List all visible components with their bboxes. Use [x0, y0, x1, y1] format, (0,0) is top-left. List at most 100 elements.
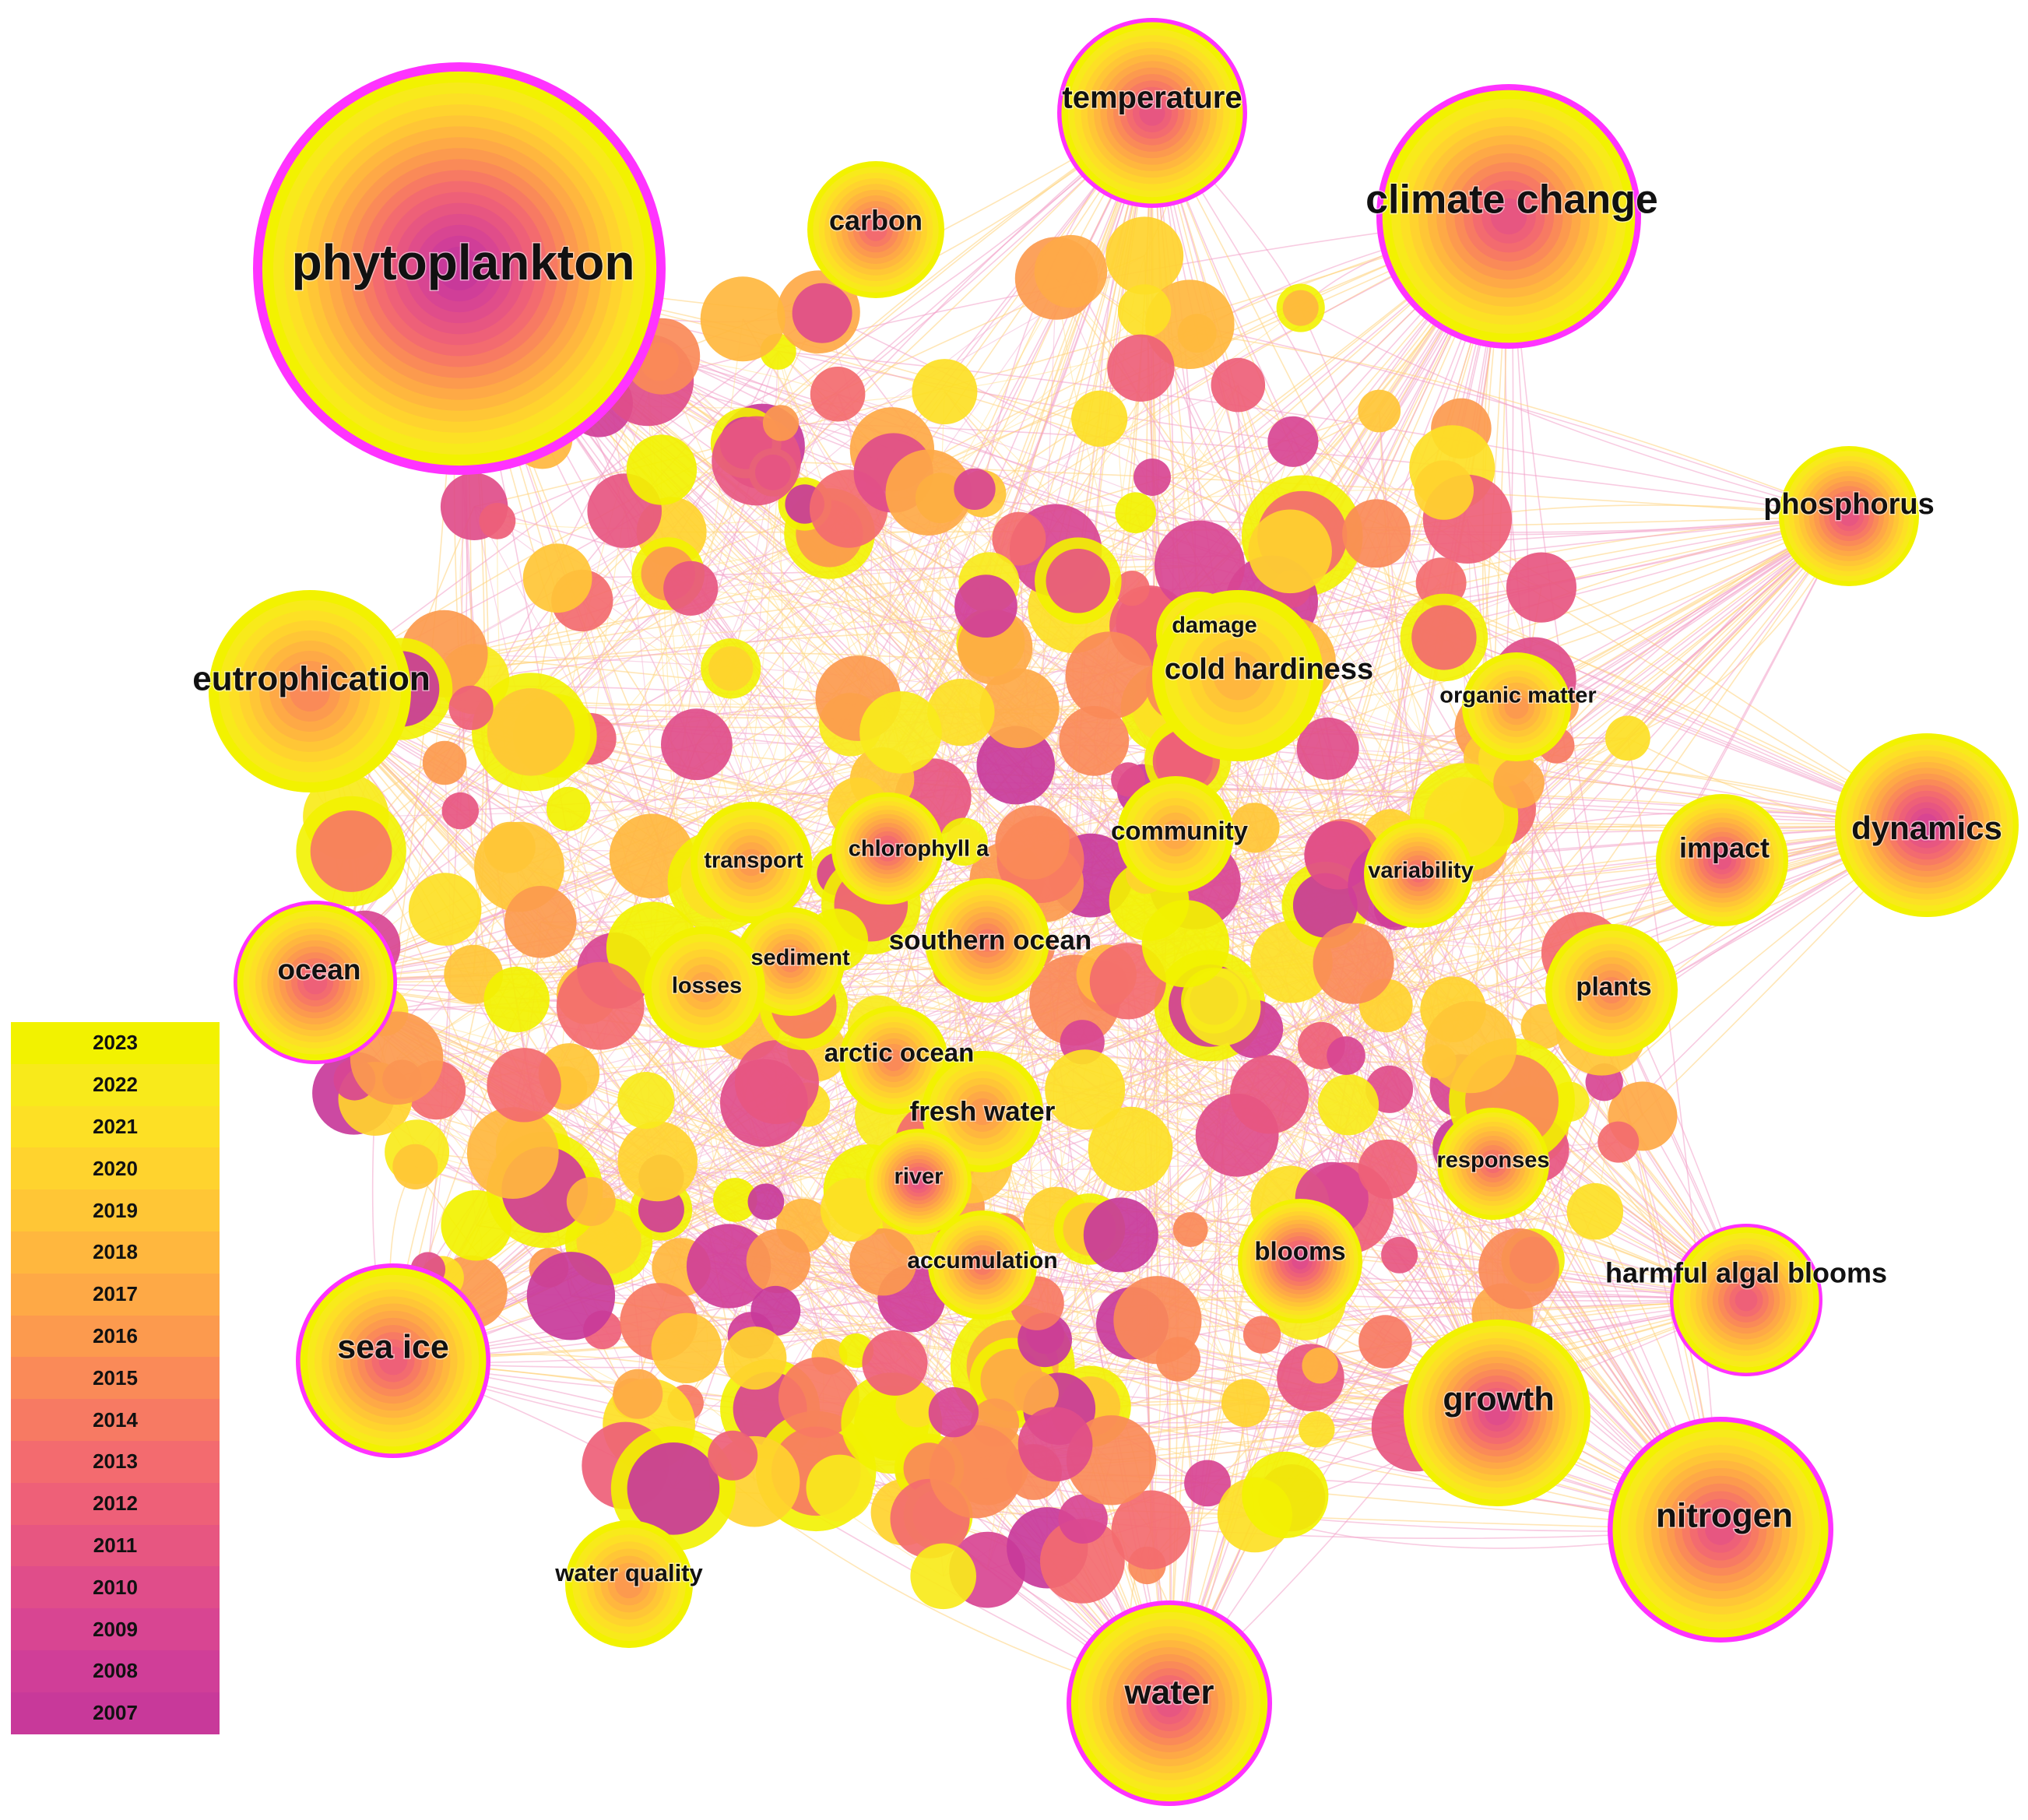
- minor-keyword-node: [1113, 1276, 1202, 1365]
- node-core: [479, 502, 516, 539]
- node-core: [408, 873, 482, 946]
- keyword-node-cold-hardiness[interactable]: [1152, 590, 1323, 761]
- minor-keyword-node: [723, 1326, 787, 1390]
- keyword-node-harmful-algal-blooms[interactable]: [1670, 1224, 1822, 1376]
- node-core: [1183, 968, 1261, 1046]
- minor-keyword-node: [1105, 216, 1184, 295]
- keyword-node-southern-ocean[interactable]: [925, 878, 1049, 1003]
- keyword-node-sea-ice[interactable]: [296, 1263, 490, 1458]
- year-ring-2015: [779, 950, 801, 972]
- keyword-node-water-quality[interactable]: [565, 1520, 693, 1648]
- minor-keyword-node: [296, 796, 406, 907]
- keyword-node-community[interactable]: [1117, 776, 1234, 893]
- year-ring-2012: [303, 970, 328, 995]
- keyword-node-growth[interactable]: [1404, 1319, 1590, 1506]
- legend-year-2017: 2017: [11, 1273, 220, 1316]
- node-core: [862, 1330, 928, 1396]
- network-edge: [775, 1045, 1322, 1312]
- legend-year-2008: 2008: [11, 1650, 220, 1692]
- node-core: [522, 543, 592, 613]
- keyword-node-ocean[interactable]: [234, 901, 397, 1064]
- minor-keyword-node: [701, 638, 761, 699]
- keyword-node-nitrogen[interactable]: [1608, 1417, 1833, 1643]
- minor-keyword-node: [617, 1121, 698, 1202]
- minor-keyword-node: [1478, 1228, 1559, 1309]
- keyword-node-dynamics[interactable]: [1835, 733, 2019, 917]
- node-core: [1018, 1407, 1093, 1482]
- keyword-node-plants[interactable]: [1545, 924, 1678, 1056]
- keyword-node-temperature[interactable]: [1057, 18, 1247, 208]
- minor-keyword-node: [472, 673, 591, 792]
- network-edge: [747, 515, 1850, 1030]
- minor-keyword-node: [1248, 509, 1332, 594]
- node-core: [747, 1183, 785, 1221]
- minor-keyword-node: [487, 1048, 561, 1123]
- network-edge: [1558, 704, 1721, 1530]
- node-core: [1172, 1212, 1208, 1247]
- network-edge: [1300, 307, 1850, 517]
- minor-keyword-node: [1230, 1055, 1309, 1134]
- node-core: [1229, 803, 1280, 853]
- keyword-node-carbon[interactable]: [807, 161, 944, 298]
- year-ring-2017: [1161, 820, 1190, 849]
- keyword-node-blooms[interactable]: [1238, 1199, 1362, 1323]
- keyword-node-climate-change[interactable]: [1376, 84, 1641, 349]
- keyword-node-arctic-ocean[interactable]: [839, 1006, 948, 1115]
- year-ring-2016: [737, 849, 765, 877]
- node-core: [1342, 499, 1411, 568]
- minor-keyword-node: [1605, 715, 1650, 761]
- keyword-node-chlorophyll-a[interactable]: [831, 792, 944, 905]
- year-ring-2007: [437, 246, 482, 291]
- minor-keyword-node: [792, 283, 852, 343]
- minor-keyword-node: [613, 1369, 663, 1419]
- node-core: [484, 821, 536, 873]
- minor-keyword-node: [1276, 283, 1325, 332]
- minor-keyword-node: [484, 821, 536, 873]
- node-core: [1014, 1371, 1059, 1416]
- minor-keyword-node: [1381, 1236, 1418, 1274]
- minor-keyword-node: [1034, 234, 1108, 308]
- node-core: [1230, 1055, 1309, 1134]
- year-ring-2011: [1712, 850, 1732, 870]
- year-ring-2016: [614, 1569, 644, 1599]
- node-core: [1111, 762, 1146, 797]
- keyword-label-arctic-ocean: arctic ocean: [824, 1038, 975, 1067]
- keyword-label-sea-ice: sea ice: [337, 1328, 448, 1365]
- network-edge: [582, 216, 1510, 602]
- node-core: [526, 1252, 616, 1340]
- keyword-node-accumulation[interactable]: [928, 1210, 1037, 1319]
- minor-keyword-node: [910, 1543, 976, 1610]
- node-core: [661, 708, 733, 781]
- minor-keyword-node: [747, 1183, 785, 1221]
- node-core: [547, 786, 591, 831]
- node-core: [1065, 631, 1154, 719]
- node-core: [946, 824, 982, 860]
- keyword-node-variability[interactable]: [1364, 819, 1473, 928]
- keyword-node-losses[interactable]: [644, 926, 765, 1048]
- minor-keyword-node: [1114, 571, 1150, 606]
- keyword-node-eutrophication[interactable]: [209, 590, 411, 792]
- node-core: [979, 668, 1060, 748]
- minor-keyword-node: [1071, 390, 1128, 447]
- minor-keyword-node: [1115, 492, 1156, 533]
- keyword-node-phytoplankton[interactable]: [253, 62, 666, 475]
- year-ring-2017: [689, 971, 720, 1003]
- network-edge: [1105, 975, 1162, 1565]
- keyword-node-river[interactable]: [866, 1129, 972, 1235]
- legend-year-2011: 2011: [11, 1524, 220, 1567]
- network-edge: [1285, 708, 1498, 1414]
- keyword-node-organic-matter[interactable]: [1462, 652, 1571, 761]
- keyword-label-phytoplankton: phytoplankton: [292, 234, 635, 290]
- keyword-label-carbon: carbon: [829, 205, 923, 237]
- keyword-node-water[interactable]: [1067, 1600, 1272, 1806]
- keyword-node-responses[interactable]: [1437, 1108, 1549, 1220]
- minor-keyword-node: [1111, 1490, 1191, 1570]
- keyword-label-river: river: [894, 1165, 944, 1189]
- keyword-node-impact[interactable]: [1656, 794, 1788, 926]
- node-core: [734, 1040, 819, 1125]
- node-core: [448, 685, 494, 730]
- minor-keyword-node: [479, 502, 516, 539]
- keyword-label-variability: variability: [1368, 859, 1473, 884]
- keyword-node-transport[interactable]: [691, 802, 812, 923]
- keyword-node-phosphorus[interactable]: [1779, 446, 1919, 586]
